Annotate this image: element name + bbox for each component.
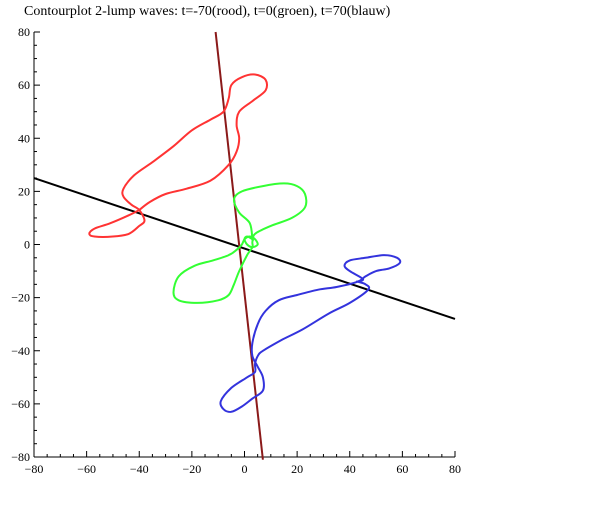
y-tick-label: −60 [11,397,30,411]
y-tick-label: 80 [18,25,30,39]
y-tick-label: 40 [18,131,30,145]
tick-layer: −80 −60 −40 −20 0 20 40 60 80 80 60 40 20 0 −20 −40 −60 −… [11,25,461,476]
x-tick-label: −80 [25,462,44,476]
y-tick-label: 0 [24,238,30,252]
x-tick-label: −40 [130,462,149,476]
x-tick-label: 0 [242,462,248,476]
contour-green-t0 [172,182,308,304]
y-tick-label: −20 [11,291,30,305]
x-tick-label: 80 [449,462,461,476]
x-tick-label: −60 [77,462,96,476]
y-tick-label: −40 [11,344,30,358]
y-tick-label: 60 [18,78,30,92]
y-tick-label: −80 [11,450,30,464]
y-tick-label: 20 [18,184,30,198]
series-layer [33,31,456,460]
x-tick-label: 40 [344,462,356,476]
wave-line-darkred [214,31,264,460]
wave-line-black [33,177,456,320]
x-tick-label: −20 [182,462,201,476]
contour-red-t-70 [88,73,269,238]
chart-title: Contourplot 2-lump waves: t=-70(rood), t… [24,4,391,19]
x-tick-label: 60 [396,462,408,476]
contour-blue-t70 [219,254,402,413]
axes-frame [33,32,455,458]
x-tick-label: 20 [291,462,303,476]
